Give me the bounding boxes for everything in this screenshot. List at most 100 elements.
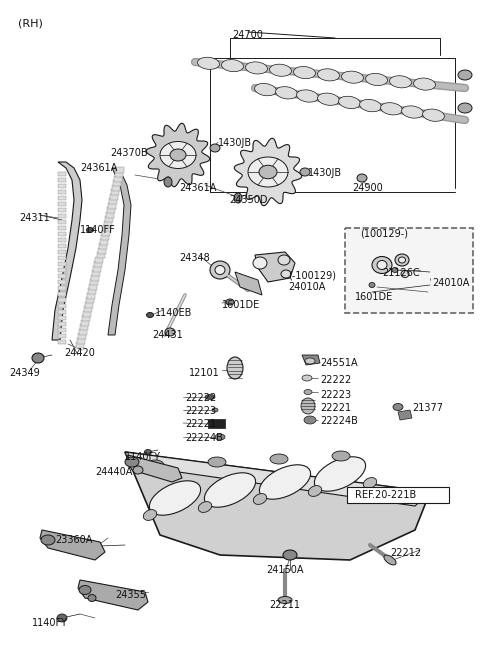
Text: 22221: 22221 bbox=[320, 403, 351, 413]
Ellipse shape bbox=[215, 434, 225, 440]
Polygon shape bbox=[58, 190, 66, 194]
Ellipse shape bbox=[204, 473, 256, 507]
Polygon shape bbox=[58, 340, 66, 344]
Polygon shape bbox=[52, 162, 82, 340]
Polygon shape bbox=[58, 244, 66, 248]
Text: 22223: 22223 bbox=[320, 390, 351, 400]
Ellipse shape bbox=[372, 256, 392, 274]
Polygon shape bbox=[234, 138, 302, 206]
Ellipse shape bbox=[283, 550, 297, 560]
Ellipse shape bbox=[160, 142, 196, 169]
Polygon shape bbox=[105, 216, 113, 222]
Ellipse shape bbox=[222, 60, 243, 72]
Polygon shape bbox=[83, 310, 91, 317]
Polygon shape bbox=[97, 248, 106, 254]
Text: (100129-): (100129-) bbox=[360, 228, 408, 238]
Ellipse shape bbox=[212, 408, 218, 412]
Ellipse shape bbox=[422, 109, 444, 121]
Polygon shape bbox=[58, 334, 66, 338]
Ellipse shape bbox=[210, 261, 230, 279]
Ellipse shape bbox=[88, 594, 96, 602]
Polygon shape bbox=[96, 253, 105, 258]
Text: 24361A: 24361A bbox=[81, 163, 118, 173]
Ellipse shape bbox=[276, 87, 298, 99]
Polygon shape bbox=[113, 180, 121, 186]
Polygon shape bbox=[79, 329, 87, 335]
Polygon shape bbox=[108, 168, 131, 335]
Polygon shape bbox=[125, 452, 430, 560]
Polygon shape bbox=[84, 306, 92, 312]
Text: 21377: 21377 bbox=[412, 403, 443, 413]
Ellipse shape bbox=[414, 78, 435, 90]
Polygon shape bbox=[58, 304, 66, 308]
Ellipse shape bbox=[227, 357, 243, 379]
Ellipse shape bbox=[398, 257, 406, 263]
Ellipse shape bbox=[297, 90, 318, 102]
Polygon shape bbox=[58, 184, 66, 188]
Polygon shape bbox=[58, 178, 66, 182]
Ellipse shape bbox=[133, 466, 143, 474]
Polygon shape bbox=[80, 324, 88, 330]
Polygon shape bbox=[58, 310, 66, 314]
Ellipse shape bbox=[278, 255, 290, 265]
Polygon shape bbox=[106, 212, 114, 218]
Ellipse shape bbox=[198, 57, 219, 70]
Polygon shape bbox=[110, 194, 118, 200]
Text: 22224B: 22224B bbox=[320, 416, 358, 426]
Text: 24150A: 24150A bbox=[266, 565, 304, 575]
Ellipse shape bbox=[259, 165, 277, 178]
Ellipse shape bbox=[125, 457, 139, 467]
Ellipse shape bbox=[369, 283, 375, 287]
Text: 22211: 22211 bbox=[269, 600, 300, 610]
Ellipse shape bbox=[332, 451, 350, 461]
Ellipse shape bbox=[248, 157, 288, 187]
Text: 24349: 24349 bbox=[10, 368, 40, 378]
Ellipse shape bbox=[377, 260, 387, 270]
Polygon shape bbox=[107, 207, 115, 213]
Polygon shape bbox=[114, 176, 122, 182]
Ellipse shape bbox=[198, 502, 212, 512]
Ellipse shape bbox=[208, 457, 226, 467]
Text: 22223: 22223 bbox=[185, 406, 216, 416]
Polygon shape bbox=[86, 297, 94, 303]
Ellipse shape bbox=[210, 144, 220, 152]
Ellipse shape bbox=[390, 75, 411, 88]
Ellipse shape bbox=[357, 174, 367, 182]
Ellipse shape bbox=[57, 614, 67, 622]
Text: 24420: 24420 bbox=[65, 348, 96, 358]
Text: 23360A: 23360A bbox=[55, 535, 92, 545]
Text: 24370B: 24370B bbox=[110, 148, 148, 158]
Text: 24900: 24900 bbox=[353, 183, 384, 193]
Text: 24700: 24700 bbox=[233, 30, 264, 40]
Ellipse shape bbox=[144, 449, 152, 455]
Polygon shape bbox=[87, 293, 96, 298]
Ellipse shape bbox=[304, 390, 312, 394]
Ellipse shape bbox=[300, 168, 310, 176]
Polygon shape bbox=[58, 202, 66, 206]
Polygon shape bbox=[40, 530, 105, 560]
Text: 22222: 22222 bbox=[185, 393, 216, 403]
Text: 1601DE: 1601DE bbox=[355, 292, 393, 302]
Polygon shape bbox=[88, 288, 96, 294]
Text: 1430JB: 1430JB bbox=[308, 168, 342, 178]
Polygon shape bbox=[58, 256, 66, 260]
Polygon shape bbox=[103, 225, 111, 232]
Polygon shape bbox=[58, 280, 66, 284]
Polygon shape bbox=[58, 196, 66, 200]
Text: 24348: 24348 bbox=[180, 253, 210, 263]
Ellipse shape bbox=[253, 493, 267, 504]
Ellipse shape bbox=[278, 596, 292, 604]
Ellipse shape bbox=[342, 71, 363, 83]
Text: 24311: 24311 bbox=[20, 213, 50, 223]
Ellipse shape bbox=[304, 416, 316, 424]
Polygon shape bbox=[235, 272, 262, 295]
Polygon shape bbox=[58, 226, 66, 230]
Ellipse shape bbox=[146, 312, 154, 318]
Text: 24431: 24431 bbox=[153, 330, 183, 340]
Ellipse shape bbox=[384, 555, 396, 565]
Ellipse shape bbox=[32, 353, 44, 363]
Ellipse shape bbox=[302, 375, 312, 381]
Ellipse shape bbox=[392, 268, 398, 272]
Ellipse shape bbox=[363, 478, 377, 489]
Polygon shape bbox=[76, 342, 84, 348]
